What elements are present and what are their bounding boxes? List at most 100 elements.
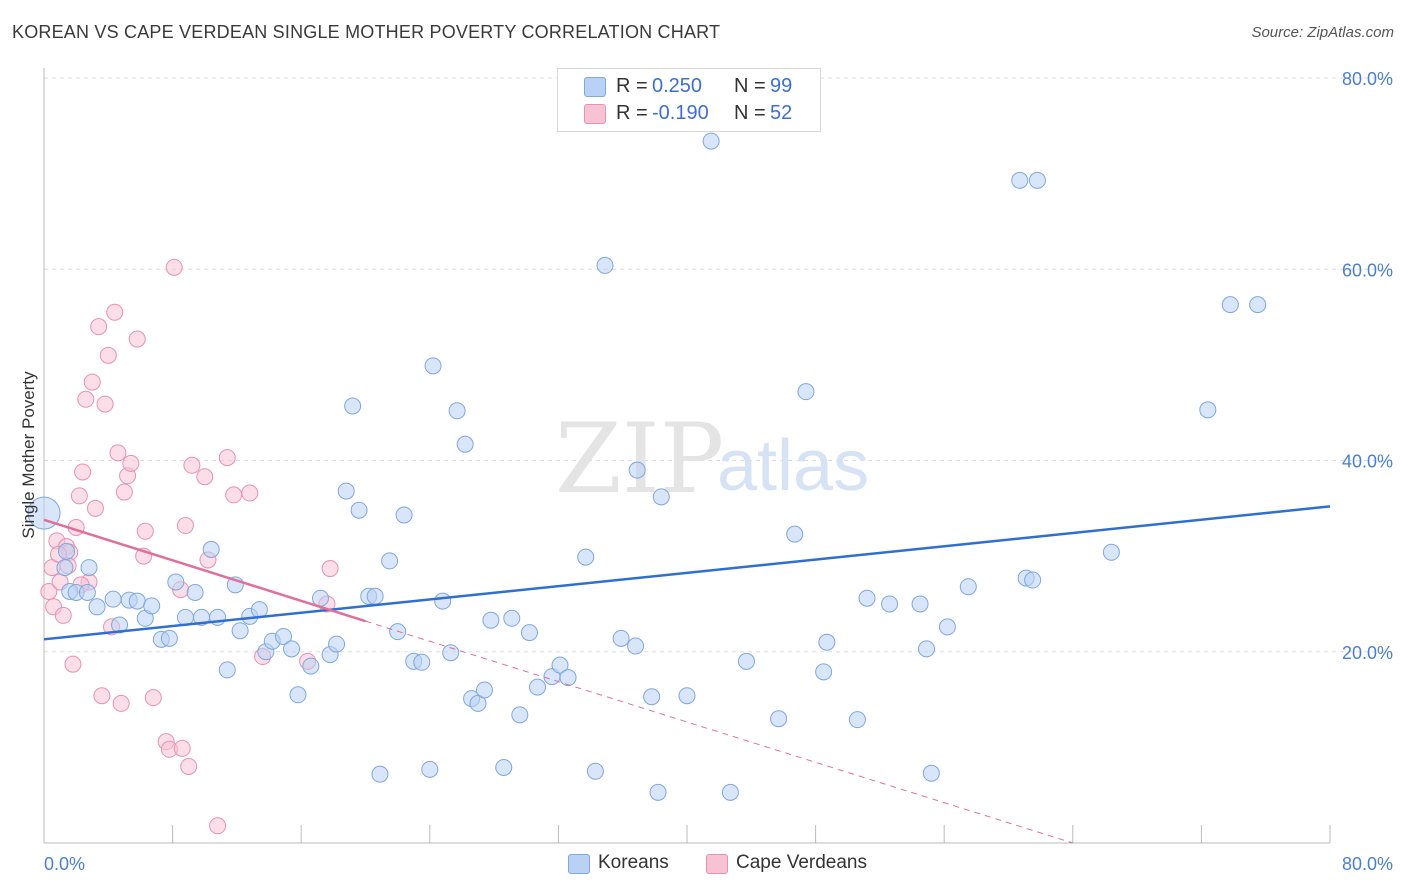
watermark-zip: ZIP <box>555 403 724 515</box>
legend-r-label: R = <box>616 102 648 124</box>
cape-verdean-point <box>144 689 162 707</box>
legend-swatch-cape-verdeans <box>584 104 606 124</box>
cape-verdean-point <box>115 483 133 501</box>
korean-point <box>160 629 178 647</box>
korean-point <box>424 357 442 375</box>
cape-verdean-point <box>176 517 194 535</box>
korean-point <box>702 132 720 150</box>
korean-point <box>434 592 452 610</box>
korean-point <box>88 598 106 616</box>
korean-point <box>275 627 293 645</box>
korean-point <box>721 783 739 801</box>
korean-point <box>918 640 936 658</box>
cape-verdean-point <box>218 449 236 467</box>
x-tick-label: 0.0% <box>44 854 85 874</box>
chart-title: KOREAN VS CAPE VERDEAN SINGLE MOTHER POV… <box>12 22 721 42</box>
korean-point <box>858 589 876 607</box>
cape-verdean-point <box>321 560 339 578</box>
korean-point <box>503 609 521 627</box>
korean-point <box>1028 171 1046 189</box>
korean-point <box>643 688 661 706</box>
korean-point <box>1102 543 1120 561</box>
cape-verdean-point <box>122 454 140 472</box>
cape-verdean-point <box>86 499 104 517</box>
cape-verdean-point <box>165 258 183 276</box>
x-tick-label: 80.0% <box>1342 854 1393 874</box>
korean-point <box>283 640 301 658</box>
y-tick-label: 60.0% <box>1342 260 1393 280</box>
korean-point <box>1221 296 1239 314</box>
korean-point <box>881 595 899 613</box>
legend-r-value: -0.190 <box>652 102 709 124</box>
cape-verdean-point <box>209 817 227 835</box>
legend-r-label: R = <box>616 75 648 97</box>
korean-point <box>818 633 836 651</box>
cape-verdean-points <box>40 258 339 835</box>
korean-point <box>628 461 646 479</box>
trend-lines <box>43 505 1331 844</box>
korean-point <box>652 488 670 506</box>
korean-point <box>815 663 833 681</box>
korean-point <box>786 525 804 543</box>
korean-trend-line <box>43 505 1331 641</box>
y-tick-label: 20.0% <box>1342 643 1393 663</box>
cape-verdean-point <box>99 346 117 364</box>
korean-point <box>922 764 940 782</box>
korean-point <box>302 657 320 675</box>
korean-point <box>511 706 529 724</box>
korean-point <box>678 687 696 705</box>
cape-verdean-point <box>90 318 108 336</box>
cape-verdean-point <box>183 456 201 474</box>
cape-verdean-point <box>106 303 124 321</box>
korean-point <box>58 542 76 560</box>
cape-verdean-point <box>225 486 243 504</box>
korean-point <box>911 595 929 613</box>
cape-verdean-point <box>74 463 92 481</box>
grid-lines <box>44 77 1392 653</box>
correlation-legend: R = 0.250 N = 99 R = -0.190 N = 52 <box>557 68 821 132</box>
cape-verdean-trend-extension <box>365 620 1073 844</box>
korean-point <box>337 482 355 500</box>
korean-point <box>371 765 389 783</box>
korean-point <box>551 656 569 674</box>
bottom-legend-swatch-cape-verdeans <box>706 854 728 874</box>
korean-point <box>797 383 815 401</box>
korean-point <box>529 678 547 696</box>
korean-point <box>350 501 368 519</box>
korean-point <box>167 573 185 591</box>
korean-point <box>1024 571 1042 589</box>
axes <box>43 68 1331 844</box>
korean-point <box>395 506 413 524</box>
bottom-legend-swatch-koreans <box>568 854 590 874</box>
korean-point <box>649 783 667 801</box>
korean-point <box>495 758 513 776</box>
cape-verdean-point <box>196 468 214 486</box>
korean-points <box>27 132 1267 801</box>
legend-swatch-koreans <box>584 77 606 97</box>
y-tick-label: 80.0% <box>1342 69 1393 89</box>
korean-point <box>128 592 146 610</box>
korean-point <box>627 637 645 655</box>
cape-verdean-point <box>54 606 72 624</box>
cape-verdean-point <box>40 583 58 601</box>
legend-n-value: 99 <box>770 75 793 97</box>
korean-point <box>186 583 204 601</box>
korean-point <box>770 710 788 728</box>
korean-point <box>456 435 474 453</box>
korean-point <box>959 578 977 596</box>
korean-point <box>80 559 98 577</box>
korean-point <box>344 397 362 415</box>
korean-point <box>56 559 74 577</box>
korean-point <box>202 540 220 558</box>
cape-verdean-point <box>112 694 130 712</box>
korean-point <box>442 644 460 662</box>
korean-point <box>421 760 439 778</box>
korean-point <box>586 762 604 780</box>
legend-n-label: N = <box>734 102 766 124</box>
korean-point <box>78 583 96 601</box>
cape-verdean-trend-line <box>43 518 366 623</box>
watermark-atlas: atlas <box>717 426 869 506</box>
korean-point <box>938 618 956 636</box>
korean-point <box>311 589 329 607</box>
